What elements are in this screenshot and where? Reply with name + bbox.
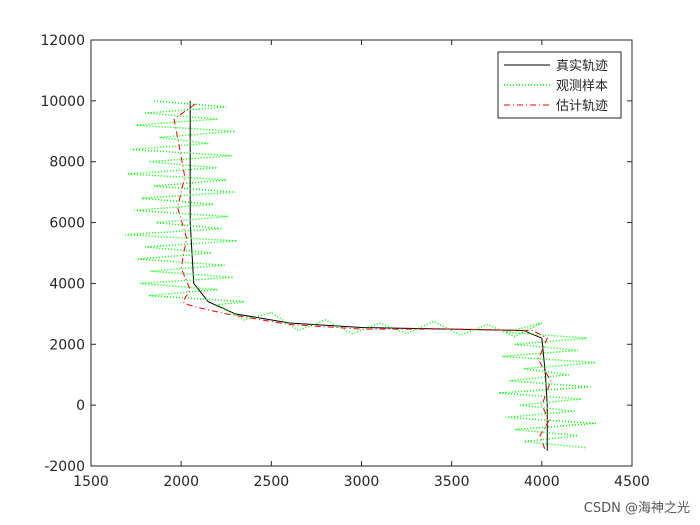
x-tick-label: 4500 (614, 474, 650, 490)
x-tick-label: 3500 (434, 474, 470, 490)
x-tick-label: 3000 (344, 474, 380, 490)
x-tick-label: 2500 (254, 474, 290, 490)
series-line (189, 100, 548, 451)
y-tick-label: 2000 (49, 337, 85, 353)
legend-label: 估计轨迹 (556, 99, 608, 114)
x-tick-label: 2000 (163, 474, 199, 490)
y-tick-label: 0 (76, 398, 85, 414)
x-tick-label: 1500 (73, 474, 109, 490)
y-tick-label: 10000 (40, 94, 85, 110)
watermark: CSDN @海神之光 (584, 501, 690, 516)
y-tick-label: 12000 (40, 33, 85, 49)
legend-label: 观测样本 (556, 79, 608, 94)
series-line (173, 103, 552, 451)
x-tick-label: 4000 (524, 474, 560, 490)
y-tick-label: 8000 (49, 155, 85, 171)
legend-box (497, 51, 622, 119)
y-tick-label: 6000 (49, 216, 85, 232)
plot (125, 100, 596, 451)
y-tick-label: -2000 (44, 459, 85, 475)
series-line (125, 100, 596, 449)
legend-label: 真实轨迹 (556, 59, 608, 74)
y-tick-label: 4000 (49, 276, 85, 292)
